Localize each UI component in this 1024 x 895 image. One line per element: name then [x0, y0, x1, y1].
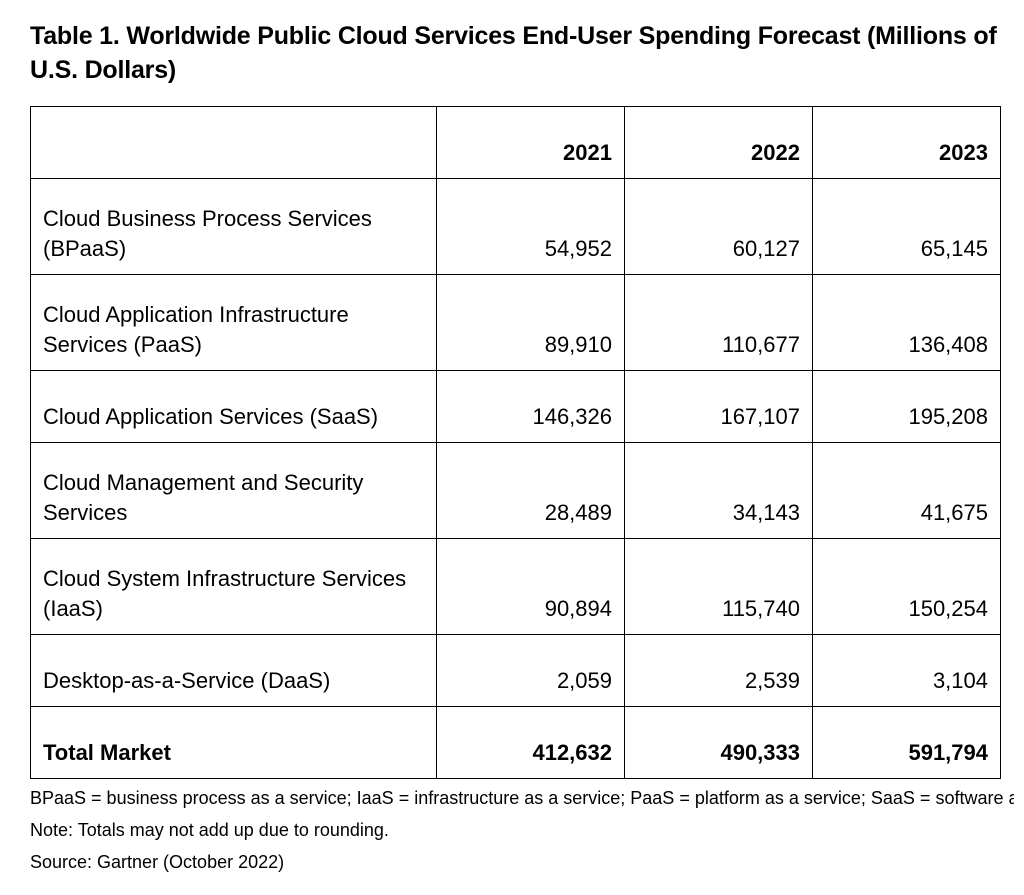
table-cell-value: 150,254	[813, 538, 1001, 634]
table-row-label: Cloud Application Services (SaaS)	[31, 370, 437, 442]
table-header-year: 2023	[813, 106, 1001, 178]
table-footnote: Note: Totals may not add up due to round…	[30, 817, 1014, 843]
table-cell-value: 89,910	[437, 274, 625, 370]
table-row-label: Desktop-as-a-Service (DaaS)	[31, 634, 437, 706]
table-cell-value: 115,740	[625, 538, 813, 634]
table-cell-value: 2,539	[625, 634, 813, 706]
table-row: Cloud Application Services (SaaS)146,326…	[31, 370, 1001, 442]
table-cell-value: 146,326	[437, 370, 625, 442]
table-cell-value: 65,145	[813, 178, 1001, 274]
table-cell-value: 34,143	[625, 442, 813, 538]
table-footnote: BPaaS = business process as a service; I…	[30, 785, 1014, 811]
table-row-label: Cloud Application Infrastructure Service…	[31, 274, 437, 370]
table-cell-value: 167,107	[625, 370, 813, 442]
table-row-label: Cloud Business Process Services (BPaaS)	[31, 178, 437, 274]
table-row-label: Cloud Management and Security Services	[31, 442, 437, 538]
table-row: Cloud System Infrastructure Services (Ia…	[31, 538, 1001, 634]
table-cell-value: 54,952	[437, 178, 625, 274]
table-header-year: 2021	[437, 106, 625, 178]
table-cell-value: 90,894	[437, 538, 625, 634]
table-total-value: 591,794	[813, 706, 1001, 778]
table-total-value: 490,333	[625, 706, 813, 778]
table-row: Desktop-as-a-Service (DaaS)2,0592,5393,1…	[31, 634, 1001, 706]
table-total-label: Total Market	[31, 706, 437, 778]
table-cell-value: 136,408	[813, 274, 1001, 370]
table-footnote: Source: Gartner (October 2022)	[30, 849, 1014, 875]
table-cell-value: 28,489	[437, 442, 625, 538]
table-cell-value: 60,127	[625, 178, 813, 274]
table-cell-value: 110,677	[625, 274, 813, 370]
table-cell-value: 2,059	[437, 634, 625, 706]
table-total-value: 412,632	[437, 706, 625, 778]
table-header-year: 2022	[625, 106, 813, 178]
table-header-blank	[31, 106, 437, 178]
table-row: Cloud Business Process Services (BPaaS)5…	[31, 178, 1001, 274]
table-cell-value: 195,208	[813, 370, 1001, 442]
table-row: Cloud Application Infrastructure Service…	[31, 274, 1001, 370]
table-cell-value: 3,104	[813, 634, 1001, 706]
table-total-row: Total Market412,632490,333591,794	[31, 706, 1001, 778]
forecast-table: 2021 2022 2023 Cloud Business Process Se…	[30, 106, 1001, 779]
table-title: Table 1. Worldwide Public Cloud Services…	[30, 20, 1000, 88]
table-header-row: 2021 2022 2023	[31, 106, 1001, 178]
table-row-label: Cloud System Infrastructure Services (Ia…	[31, 538, 437, 634]
table-cell-value: 41,675	[813, 442, 1001, 538]
table-row: Cloud Management and Security Services28…	[31, 442, 1001, 538]
